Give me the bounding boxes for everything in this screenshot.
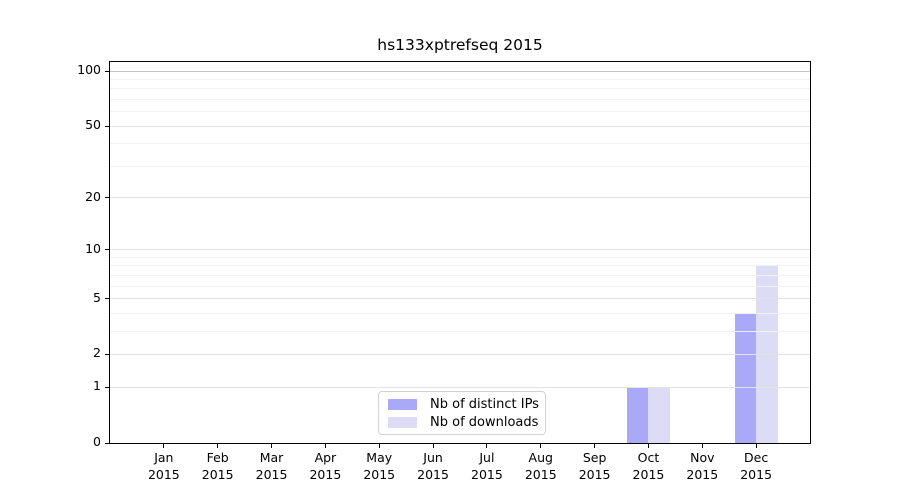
y-tick-mark: [105, 70, 109, 72]
legend-label-downloads: Nb of downloads: [430, 414, 539, 430]
x-tick-label: Aug 2015: [524, 450, 557, 482]
y-tick-label: 10: [85, 240, 101, 256]
y-tick-mark: [105, 298, 109, 300]
minor-gridline: [110, 285, 810, 287]
y-tick-label: 100: [77, 62, 101, 77]
y-tick-label: 50: [85, 117, 101, 133]
major-gridline: [110, 249, 810, 251]
legend-entry-downloads: Nb of downloads: [379, 415, 545, 430]
x-tick-mark: [217, 443, 219, 448]
bar-distinct-ips: [734, 313, 757, 443]
x-tick-label: Sep 2015: [578, 450, 611, 482]
y-tick-label: 2: [93, 345, 101, 361]
minor-gridline: [110, 78, 810, 80]
x-tick-label: May 2015: [363, 450, 396, 482]
major-gridline: [110, 298, 810, 300]
y-tick-label: 20: [85, 188, 101, 204]
bar-distinct-ips: [626, 387, 649, 443]
y-tick-label: 5: [93, 289, 101, 305]
x-tick-mark: [163, 443, 165, 448]
minor-gridline: [110, 312, 810, 314]
x-tick-label: Oct 2015: [632, 450, 665, 482]
y-tick-mark: [105, 442, 109, 444]
y-tick-mark: [105, 386, 109, 388]
y-tick-mark: [105, 197, 109, 199]
minor-gridline: [110, 274, 810, 276]
minor-gridline: [110, 88, 810, 90]
major-gridline: [110, 197, 810, 199]
legend: Nb of distinct IPs Nb of downloads: [378, 391, 546, 435]
major-gridline: [110, 386, 810, 388]
plot-area: Nb of distinct IPs Nb of downloads: [105, 61, 811, 448]
minor-gridline: [110, 165, 810, 167]
major-gridline: [110, 125, 810, 127]
y-tick-mark: [105, 249, 109, 251]
chart-title: hs133xptrefseq 2015: [377, 36, 543, 54]
x-tick-mark: [594, 443, 596, 448]
x-tick-label: Feb 2015: [201, 450, 234, 482]
x-tick-mark: [432, 443, 434, 448]
x-tick-mark: [378, 443, 380, 448]
minor-gridline: [110, 98, 810, 100]
x-tick-mark: [540, 443, 542, 448]
minor-gridline: [110, 330, 810, 332]
minor-gridline: [110, 256, 810, 258]
y-tick-label: 1: [93, 378, 101, 394]
legend-swatch-downloads-icon: [388, 416, 417, 428]
x-tick-mark: [755, 443, 757, 448]
minor-gridline: [110, 143, 810, 145]
x-tick-label: Jun 2015: [417, 450, 449, 482]
x-tick-label: Jan 2015: [147, 450, 180, 482]
minor-gridline: [110, 111, 810, 113]
y-tick-label: 0: [93, 434, 101, 449]
bar-downloads: [648, 387, 670, 443]
x-tick-label: Dec 2015: [740, 450, 773, 482]
legend-swatch-distinct-ips-icon: [388, 398, 417, 410]
x-tick-mark: [271, 443, 273, 448]
major-gridline: [110, 353, 810, 355]
legend-label-distinct-ips: Nb of distinct IPs: [430, 396, 539, 412]
x-tick-label: Mar 2015: [255, 450, 288, 482]
minor-gridline: [110, 265, 810, 267]
x-tick-mark: [647, 443, 649, 448]
y-tick-mark: [105, 125, 109, 127]
legend-entry-distinct-ips: Nb of distinct IPs: [379, 397, 545, 412]
y-tick-mark: [105, 353, 109, 355]
x-tick-mark: [701, 443, 703, 448]
x-tick-label: Apr 2015: [309, 450, 342, 482]
x-tick-mark: [486, 443, 488, 448]
major-gridline: [110, 70, 810, 72]
x-tick-label: Nov 2015: [686, 450, 719, 482]
x-tick-label: Jul 2015: [471, 450, 503, 482]
x-tick-mark: [324, 443, 326, 448]
